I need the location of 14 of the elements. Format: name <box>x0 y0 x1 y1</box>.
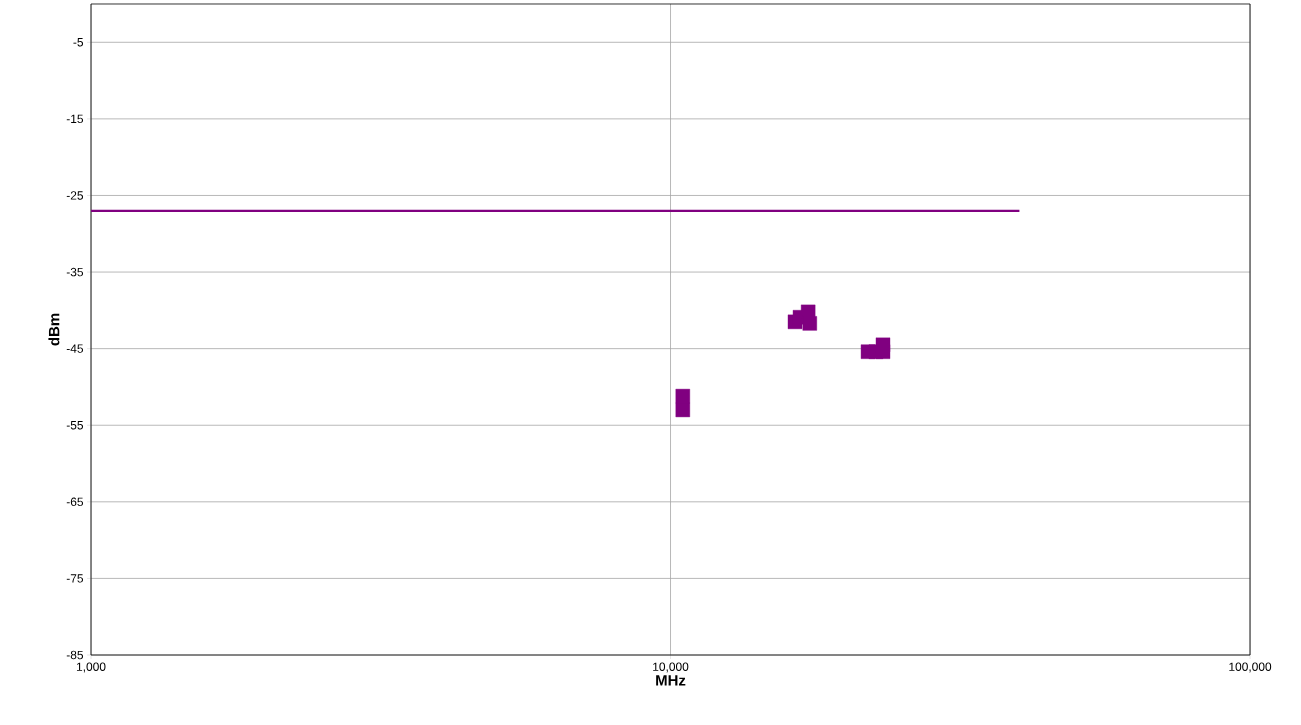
y-tick-label: -5 <box>73 38 84 47</box>
y-tick-label: -85 <box>66 650 84 660</box>
y-tick-label: -25 <box>66 191 84 200</box>
y-tick-label: -55 <box>66 421 84 430</box>
x-tick-label: 1,000 <box>76 662 106 673</box>
y-tick-label: -65 <box>66 497 84 507</box>
x-tick-label: 100,000 <box>1229 662 1272 673</box>
y-tick-label: -15 <box>66 114 84 124</box>
y-tick-label: -45 <box>66 344 84 353</box>
x-tick-label: 10,000 <box>653 662 689 673</box>
y-tick-label: -75 <box>66 574 84 583</box>
y-axis-title: dBm <box>48 313 60 346</box>
x-axis-title: MHz <box>656 675 686 686</box>
y-tick-label: -35 <box>66 267 84 277</box>
